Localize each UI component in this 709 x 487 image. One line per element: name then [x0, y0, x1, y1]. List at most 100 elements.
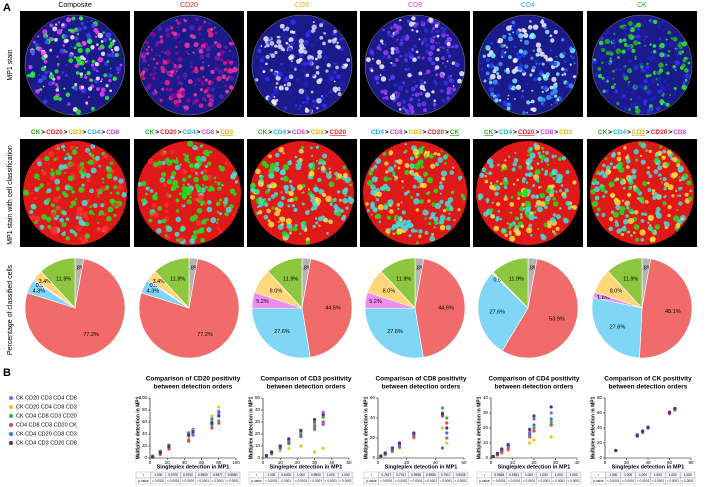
data-point	[287, 437, 291, 441]
classified-dot	[595, 212, 600, 217]
table-text: < 0.0001	[167, 479, 180, 483]
data-point	[532, 414, 536, 418]
tissue-dot	[396, 51, 398, 54]
classified-dot	[194, 162, 200, 169]
classified-dot	[413, 163, 421, 170]
tissue-dot	[47, 81, 53, 87]
classified-dot	[279, 170, 284, 175]
y-tick-label: 40	[483, 395, 489, 400]
tissue-dot	[65, 38, 69, 43]
tissue-dot	[339, 47, 344, 52]
tissue-dot	[429, 37, 432, 40]
tissue-dot	[561, 38, 565, 42]
tissue-dot	[333, 62, 337, 66]
tissue-dot	[145, 85, 151, 91]
classified-dot	[302, 191, 305, 194]
tissue-dot	[515, 84, 522, 90]
tissue-dot	[115, 66, 122, 72]
tissue-dot	[194, 83, 196, 86]
y-tick-label: 50	[255, 395, 261, 400]
tissue-dot	[97, 32, 104, 39]
tissue-dot	[287, 44, 290, 48]
classified-dot	[526, 162, 530, 166]
tissue	[364, 14, 466, 116]
classified-dot	[158, 165, 162, 169]
tissue-dot	[189, 33, 195, 39]
tissue-dot	[263, 36, 269, 42]
tissue-dot	[419, 79, 424, 83]
classified-dot	[522, 190, 529, 198]
data-point	[210, 417, 214, 421]
classified-dot	[620, 178, 624, 181]
data-point	[379, 454, 383, 458]
tissue-dot	[670, 37, 673, 40]
tissue-dot	[267, 40, 271, 44]
classified-dot	[387, 166, 394, 173]
classified-dot	[304, 210, 310, 215]
tissue-dot	[119, 63, 123, 67]
classified-dot	[655, 210, 660, 216]
tissue-dot	[640, 65, 644, 69]
tissue-dot	[145, 52, 149, 56]
classified-dot	[50, 211, 57, 218]
tissue-dot	[86, 60, 89, 63]
classified-dot	[462, 196, 466, 201]
classified-dot	[550, 217, 556, 224]
classified-dot	[405, 223, 410, 228]
classified-dot	[592, 178, 597, 183]
classified-dot	[92, 203, 98, 209]
classified-dot	[399, 218, 403, 222]
tissue-dot	[297, 107, 301, 110]
tissue-dot	[532, 49, 536, 52]
order-separator: >	[627, 129, 631, 136]
tissue-dot	[516, 55, 522, 60]
tissue-dot	[91, 23, 96, 29]
tissue-dot	[424, 92, 431, 98]
classified-dot	[313, 186, 319, 192]
classified-dot	[292, 226, 298, 232]
tissue-dot	[176, 26, 179, 29]
pie-slice	[267, 257, 303, 309]
classified-dot	[397, 221, 404, 228]
classified-dot	[267, 219, 271, 223]
classified-dot	[449, 170, 455, 175]
tissue-dot	[225, 59, 230, 64]
classified-dot	[289, 231, 292, 235]
tissue-dot	[544, 26, 547, 30]
classified-dot	[602, 185, 606, 188]
tissue-dot	[384, 96, 389, 100]
classified-dot	[550, 184, 555, 189]
tissue-dot	[76, 72, 79, 75]
order-separator: >	[178, 129, 182, 136]
data-point	[445, 441, 449, 445]
classified-dot	[204, 202, 207, 206]
classified-dot	[401, 210, 406, 215]
tissue-dot	[97, 56, 104, 63]
tissue-dot	[216, 75, 222, 82]
y-tick-label: 0	[257, 455, 260, 460]
table-text: < 0.0001	[493, 479, 506, 483]
data-point	[187, 431, 191, 435]
data-point	[635, 433, 639, 438]
classified-dot	[567, 205, 572, 210]
tissue-dot	[311, 24, 317, 30]
tissue-dot	[335, 74, 341, 79]
classified-dot	[612, 151, 616, 156]
tissue-dot	[222, 61, 227, 65]
classified-dot	[61, 221, 67, 228]
tissue-dot	[613, 45, 616, 48]
classified-dot	[444, 200, 451, 207]
data-point	[491, 454, 495, 459]
tissue-dot	[600, 47, 606, 53]
classified-dot	[329, 202, 333, 207]
table-text: < 0.0001	[339, 479, 352, 483]
tissue-dot	[488, 62, 495, 69]
order-separator: >	[83, 129, 87, 136]
classified-dot	[310, 146, 313, 150]
classified-dot	[175, 216, 182, 223]
classified-dot	[145, 186, 150, 191]
classified-dot	[328, 219, 333, 225]
order-separator: >	[445, 129, 449, 136]
tissue-dot	[317, 49, 323, 55]
